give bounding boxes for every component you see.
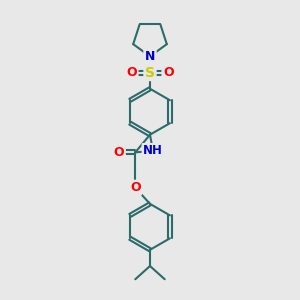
Text: NH: NH xyxy=(143,144,163,158)
Text: S: S xyxy=(145,66,155,80)
Text: O: O xyxy=(130,181,141,194)
Text: N: N xyxy=(145,50,155,63)
Text: O: O xyxy=(126,66,137,79)
Text: O: O xyxy=(163,66,174,79)
Text: O: O xyxy=(114,146,124,159)
